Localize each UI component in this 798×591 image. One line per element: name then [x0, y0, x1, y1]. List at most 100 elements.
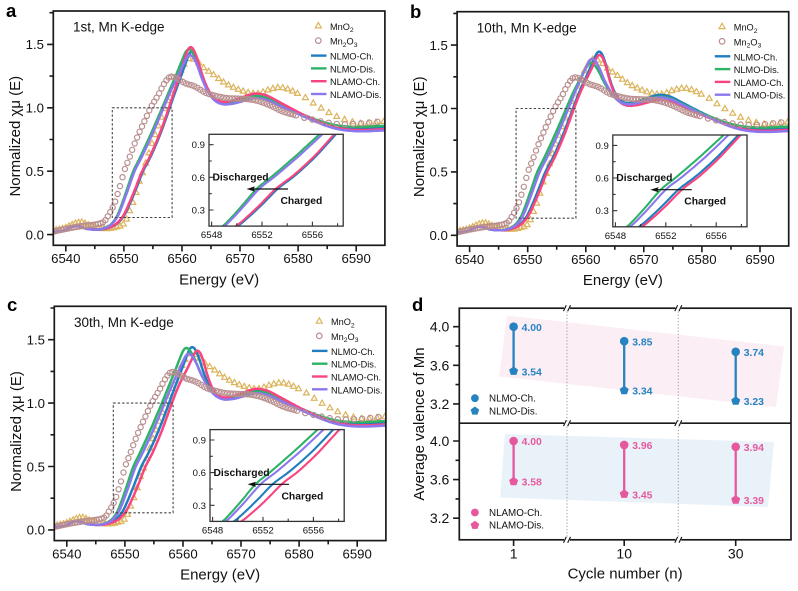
svg-text:Cycle number (n): Cycle number (n): [568, 566, 683, 583]
svg-text:NLMO-Dis.: NLMO-Dis.: [489, 406, 537, 417]
svg-text:0.6: 0.6: [193, 468, 206, 479]
svg-text:6550: 6550: [513, 252, 542, 267]
svg-text:4.0: 4.0: [430, 319, 450, 335]
svg-text:Charged: Charged: [684, 197, 726, 208]
svg-text:c: c: [7, 294, 17, 315]
svg-text:3.2: 3.2: [430, 510, 450, 526]
svg-text:0.9: 0.9: [193, 436, 206, 447]
svg-text:3.23: 3.23: [744, 397, 764, 408]
svg-text:b: b: [410, 1, 421, 22]
svg-text:6570: 6570: [629, 252, 658, 267]
svg-text:0.3: 0.3: [595, 206, 608, 217]
svg-text:6540: 6540: [455, 252, 484, 267]
svg-text:6580: 6580: [284, 546, 313, 561]
svg-text:NLMO-Dis.: NLMO-Dis.: [330, 64, 375, 74]
svg-text:6548: 6548: [202, 525, 223, 536]
svg-text:6590: 6590: [342, 251, 371, 266]
svg-text:1.0: 1.0: [429, 101, 447, 116]
svg-text:3.58: 3.58: [522, 478, 542, 489]
svg-text:Mn2O3: Mn2O3: [330, 37, 358, 49]
svg-text:0.9: 0.9: [595, 141, 608, 152]
svg-text:MnO2: MnO2: [734, 23, 758, 35]
svg-text:Charged: Charged: [281, 196, 323, 207]
svg-text:NLAMO-Dis.: NLAMO-Dis.: [734, 91, 786, 101]
svg-text:6556: 6556: [303, 525, 324, 536]
svg-text:6540: 6540: [52, 546, 81, 561]
svg-text:3.2: 3.2: [430, 396, 450, 412]
svg-text:6548: 6548: [605, 231, 626, 242]
svg-text:Normalized χμ (E): Normalized χμ (E): [7, 76, 24, 197]
svg-text:6540: 6540: [51, 251, 80, 266]
svg-text:NLMO-Ch.: NLMO-Ch.: [330, 52, 374, 62]
svg-text:4.00: 4.00: [522, 437, 542, 448]
svg-text:3.6: 3.6: [430, 357, 450, 373]
svg-text:NLAMO-Dis.: NLAMO-Dis.: [331, 385, 383, 395]
svg-text:0.6: 0.6: [192, 173, 205, 184]
svg-text:3.74: 3.74: [744, 348, 764, 359]
svg-text:6556: 6556: [302, 230, 323, 241]
svg-text:Energy (eV): Energy (eV): [583, 272, 663, 289]
svg-text:30: 30: [728, 546, 744, 562]
svg-text:1.5: 1.5: [27, 333, 45, 348]
svg-text:d: d: [412, 294, 423, 315]
svg-text:0.0: 0.0: [429, 228, 447, 243]
svg-text:6570: 6570: [226, 546, 255, 561]
svg-text:0.0: 0.0: [26, 227, 44, 242]
svg-text:1: 1: [510, 546, 518, 562]
svg-text:Normalized χμ (E): Normalized χμ (E): [8, 371, 25, 492]
svg-text:3.6: 3.6: [430, 472, 450, 488]
svg-text:6552: 6552: [251, 230, 272, 241]
svg-text:0.3: 0.3: [193, 501, 206, 512]
svg-text:6548: 6548: [201, 230, 222, 241]
svg-text:MnO2: MnO2: [330, 22, 354, 34]
svg-text:NLAMO-Ch.: NLAMO-Ch.: [331, 373, 381, 383]
svg-text:6552: 6552: [252, 525, 273, 536]
svg-text:4.0: 4.0: [430, 433, 450, 449]
svg-text:6580: 6580: [687, 252, 716, 267]
svg-text:4.00: 4.00: [522, 323, 542, 334]
svg-text:1.0: 1.0: [26, 101, 44, 116]
svg-text:NLMO-Dis.: NLMO-Dis.: [734, 65, 779, 75]
svg-text:10: 10: [616, 546, 632, 562]
svg-text:0.6: 0.6: [595, 174, 608, 185]
svg-text:3.34: 3.34: [632, 387, 652, 398]
svg-text:NLMO-Ch.: NLMO-Ch.: [331, 347, 375, 357]
svg-text:NLMO-Ch.: NLMO-Ch.: [734, 52, 778, 62]
svg-text:Average valence of Mn: Average valence of Mn: [411, 347, 428, 500]
svg-text:Discharged: Discharged: [214, 468, 270, 479]
svg-text:NLAMO-Ch.: NLAMO-Ch.: [330, 77, 380, 87]
svg-text:0.0: 0.0: [27, 523, 45, 538]
svg-text:Charged: Charged: [282, 491, 324, 502]
svg-text:Energy (eV): Energy (eV): [179, 271, 259, 288]
svg-text:6560: 6560: [168, 546, 197, 561]
svg-text:Discharged: Discharged: [213, 173, 269, 184]
svg-text:Mn2O3: Mn2O3: [734, 37, 762, 49]
svg-text:0.5: 0.5: [26, 164, 44, 179]
svg-text:Normalized χμ (E): Normalized χμ (E): [411, 76, 428, 197]
svg-text:NLAMO-Ch.: NLAMO-Ch.: [489, 508, 542, 519]
svg-text:0.3: 0.3: [192, 206, 205, 217]
svg-text:NLAMO-Dis.: NLAMO-Dis.: [489, 521, 544, 532]
svg-text:1st, Mn K-edge: 1st, Mn K-edge: [73, 20, 165, 35]
svg-text:6580: 6580: [283, 251, 312, 266]
svg-text:6570: 6570: [225, 251, 254, 266]
svg-text:3.45: 3.45: [632, 490, 652, 501]
svg-text:MnO2: MnO2: [331, 317, 355, 329]
svg-text:0.5: 0.5: [429, 165, 447, 180]
svg-text:1.0: 1.0: [27, 396, 45, 411]
svg-text:3.54: 3.54: [522, 367, 542, 378]
svg-text:NLMO-Dis.: NLMO-Dis.: [331, 360, 376, 370]
svg-text:Discharged: Discharged: [616, 173, 672, 184]
svg-text:NLMO-Ch.: NLMO-Ch.: [489, 394, 536, 405]
svg-text:6550: 6550: [110, 546, 139, 561]
svg-text:6550: 6550: [109, 251, 138, 266]
svg-text:1.5: 1.5: [26, 37, 44, 52]
svg-text:6560: 6560: [167, 251, 196, 266]
svg-text:6590: 6590: [343, 546, 372, 561]
svg-text:3.85: 3.85: [632, 337, 652, 348]
svg-text:Energy (eV): Energy (eV): [180, 567, 260, 584]
svg-text:3.96: 3.96: [632, 441, 652, 452]
svg-text:0.9: 0.9: [192, 140, 205, 151]
svg-text:NLAMO-Ch.: NLAMO-Ch.: [734, 78, 784, 88]
svg-text:6560: 6560: [571, 252, 600, 267]
